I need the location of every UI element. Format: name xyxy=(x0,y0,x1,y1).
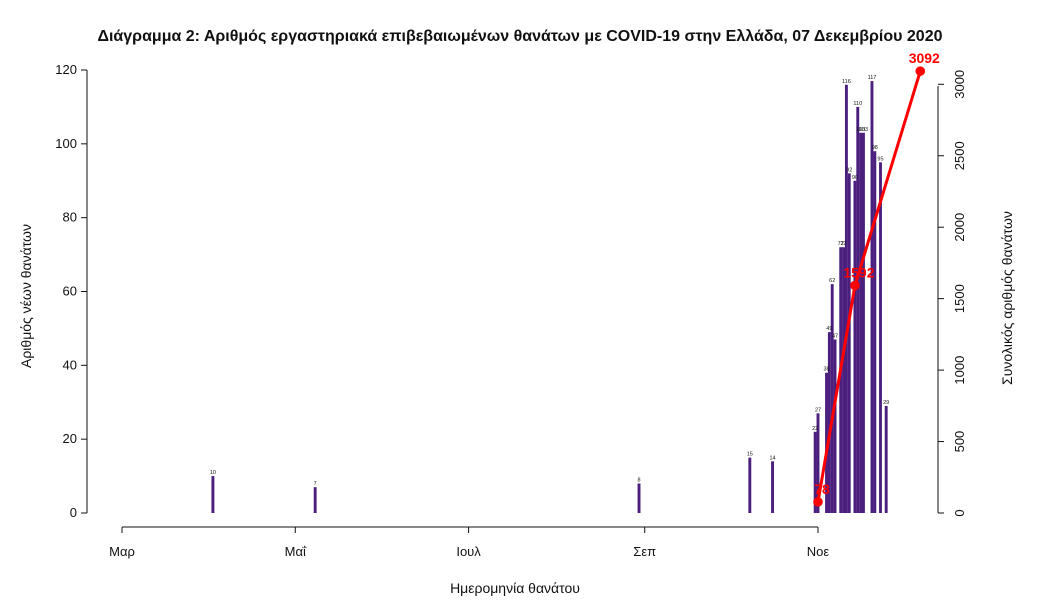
bar xyxy=(856,106,860,514)
bar xyxy=(771,461,774,513)
cumulative-point xyxy=(915,66,926,76)
bar xyxy=(637,483,641,513)
cumulative-line-series xyxy=(813,66,926,507)
left-y-tick-label: 20 xyxy=(63,431,77,446)
bar xyxy=(313,487,317,513)
bar-value-label: 95 xyxy=(877,156,883,162)
bar xyxy=(748,457,752,513)
bar xyxy=(827,332,831,513)
right-y-tick-label: 3000 xyxy=(952,70,967,99)
bar-value-label: 116 xyxy=(842,79,851,85)
cumulative-label: 1592 xyxy=(843,264,874,280)
bar xyxy=(816,413,820,513)
cumulative-labels: 78 1592 3092 xyxy=(814,50,940,497)
bar xyxy=(870,81,874,513)
bar-value-label: 117 xyxy=(868,75,877,81)
bar-value-label: 90 xyxy=(852,175,858,181)
left-y-tick-label: 0 xyxy=(70,505,77,520)
bar-value-label: 22 xyxy=(812,426,818,432)
bar-value-label: 8 xyxy=(637,477,640,483)
bar-value-label: 103 xyxy=(859,127,868,133)
left-y-tick-label: 80 xyxy=(63,210,77,225)
bar xyxy=(862,132,865,513)
right-y-ticks: 0 500 1000 1500 2000 2500 3000 xyxy=(938,70,967,517)
bar-value-label: 98 xyxy=(872,145,878,151)
y-axis-title-right: Συνολικός αριθμός θανάτων xyxy=(999,211,1015,385)
x-axis-title: Ημερομηνία θανάτου xyxy=(450,580,580,596)
bar-value-label: 10 xyxy=(210,470,216,476)
right-y-tick-label: 1000 xyxy=(952,356,967,385)
left-y-tick-label: 120 xyxy=(55,62,77,77)
bar xyxy=(813,431,817,513)
bar xyxy=(839,247,843,513)
chart-title: Διάγραμμα 2: Αριθμός εργαστηριακά επιβεβ… xyxy=(97,28,942,45)
bar xyxy=(844,84,848,514)
bar-value-label: 47 xyxy=(832,333,838,339)
cumulative-point xyxy=(850,280,860,291)
bar xyxy=(873,151,877,513)
bar-value-labels: 1078151422273849624772721169290110103103… xyxy=(210,75,889,487)
bar xyxy=(879,162,882,513)
bar xyxy=(825,372,828,513)
bar-value-label: 92 xyxy=(846,167,852,173)
cumulative-label: 3092 xyxy=(909,50,940,66)
cumulative-label: 78 xyxy=(814,481,830,497)
bar-value-label: 110 xyxy=(853,101,862,107)
bar-value-label: 7 xyxy=(314,481,317,487)
x-tick-label: Ιουλ xyxy=(456,544,481,559)
bar xyxy=(847,173,851,513)
bar xyxy=(859,132,863,513)
left-y-ticks: 0 20 40 60 80 100 120 xyxy=(55,62,87,520)
bar-value-label: 27 xyxy=(815,407,821,413)
bar-value-label: 62 xyxy=(829,278,835,284)
cumulative-point xyxy=(813,497,823,507)
right-y-tick-label: 0 xyxy=(952,509,967,516)
x-tick-label: Μαΐ xyxy=(285,544,307,559)
left-y-tick-label: 40 xyxy=(63,357,77,372)
bar-value-label: 49 xyxy=(826,326,832,332)
bar-value-label: 15 xyxy=(747,452,753,458)
bar xyxy=(211,476,215,513)
x-tick-label: Σεπ xyxy=(633,544,656,559)
bar-value-label: 103 xyxy=(856,127,865,133)
bar xyxy=(833,339,837,513)
bar xyxy=(853,180,857,513)
bar xyxy=(884,405,888,513)
bar xyxy=(830,284,834,513)
y-axis-title-left: Αριθμός νέων θανάτων xyxy=(18,224,34,368)
left-y-tick-label: 60 xyxy=(63,284,77,299)
bar-value-label: 72 xyxy=(841,241,847,247)
bar-value-label: 72 xyxy=(838,241,844,247)
right-y-tick-label: 2000 xyxy=(952,213,967,242)
x-ticks: Μαρ Μαΐ Ιουλ Σεπ Νοε xyxy=(109,527,829,559)
right-y-tick-label: 1500 xyxy=(952,284,967,313)
right-y-tick-label: 2500 xyxy=(952,141,967,170)
bar xyxy=(842,247,846,513)
bar-series xyxy=(211,81,888,514)
x-tick-label: Μαρ xyxy=(109,544,135,559)
left-y-tick-label: 100 xyxy=(55,136,77,151)
bar-value-label: 38 xyxy=(823,367,829,373)
bar-value-label: 29 xyxy=(883,400,889,406)
x-tick-label: Νοε xyxy=(807,544,830,559)
right-y-tick-label: 500 xyxy=(952,431,967,453)
bar-value-label: 14 xyxy=(769,455,775,461)
